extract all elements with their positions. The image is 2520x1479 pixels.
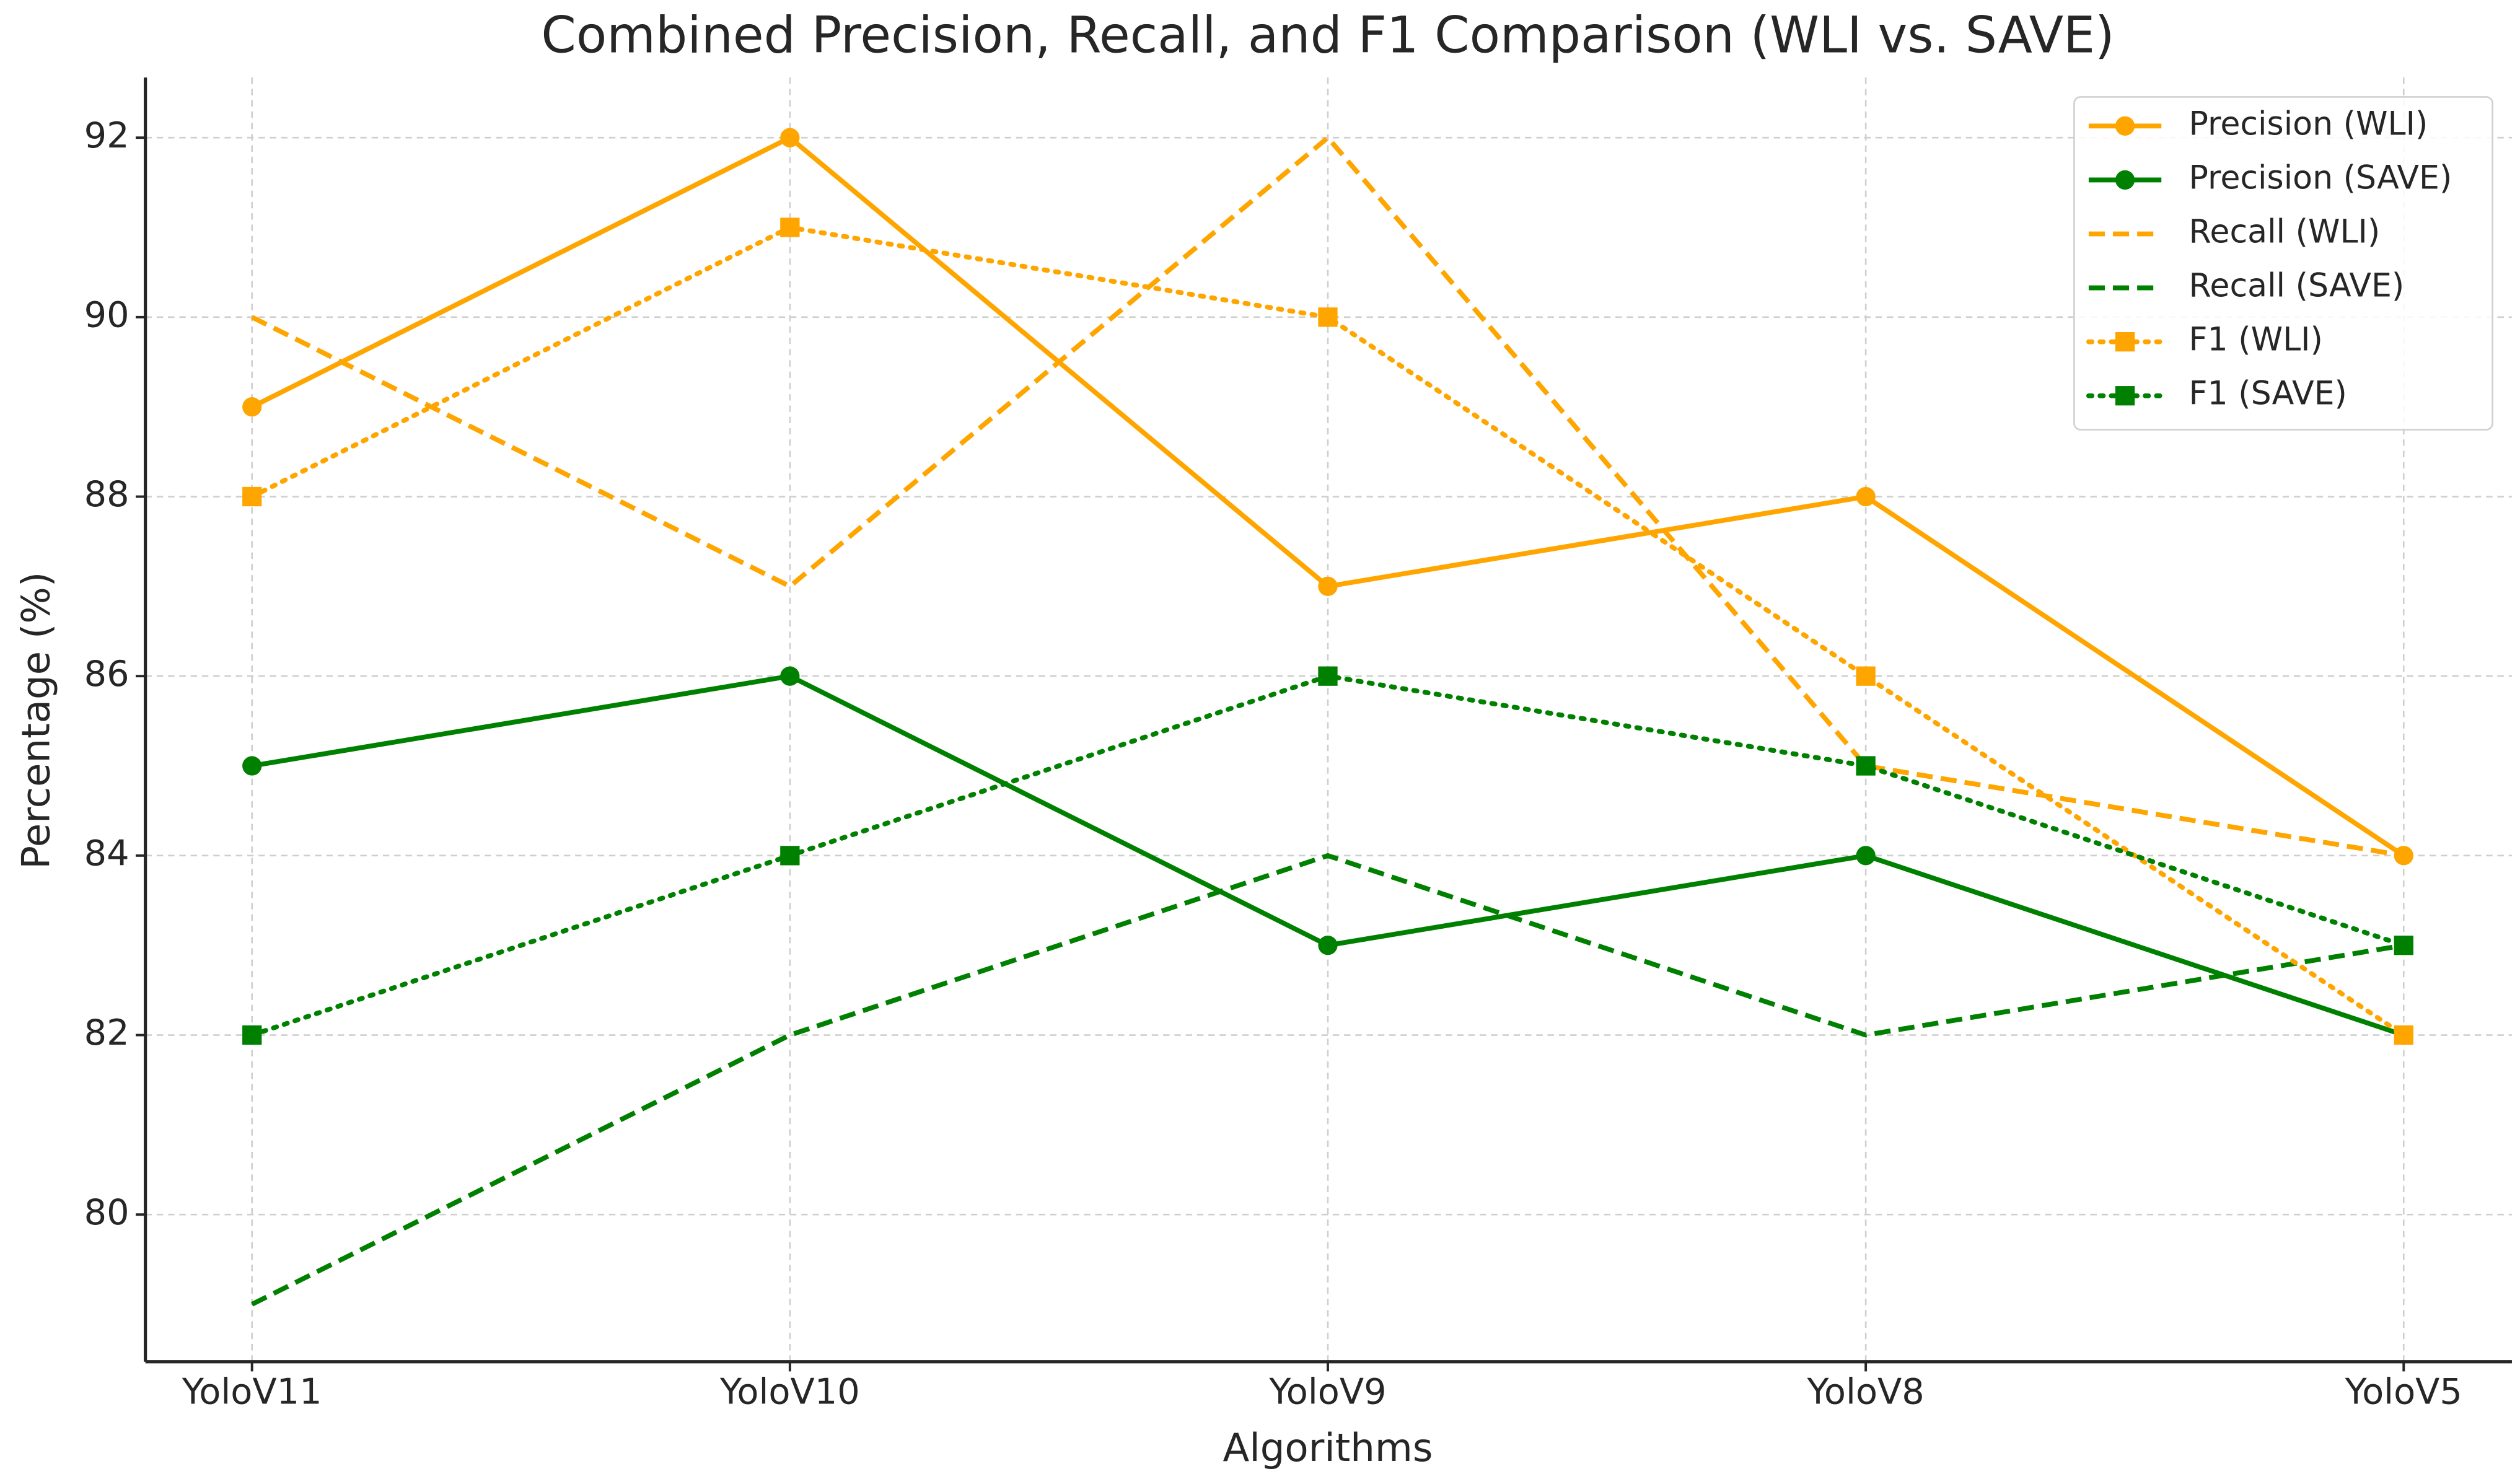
legend-marker bbox=[2115, 386, 2135, 406]
y-tick-label: 82 bbox=[84, 1012, 130, 1053]
legend-label: F1 (WLI) bbox=[2189, 322, 2323, 359]
point-marker bbox=[1856, 756, 1876, 776]
legend-label: F1 (SAVE) bbox=[2189, 375, 2347, 413]
legend-marker bbox=[2115, 116, 2135, 136]
chart-title: Combined Precision, Recall, and F1 Compa… bbox=[541, 7, 2114, 65]
legend-marker bbox=[2115, 332, 2135, 352]
y-tick-label: 80 bbox=[84, 1192, 130, 1233]
y-axis-label: Percentage (%) bbox=[14, 572, 59, 869]
y-tick-label: 92 bbox=[84, 115, 130, 156]
x-tick-label: YoloV9 bbox=[1268, 1371, 1386, 1412]
point-marker bbox=[242, 756, 262, 776]
series-line bbox=[250, 853, 2404, 1307]
point-marker bbox=[1318, 307, 1338, 327]
point-marker bbox=[1318, 666, 1338, 686]
point-marker bbox=[780, 846, 800, 866]
point-marker bbox=[1856, 666, 1876, 686]
x-tick-label: YoloV5 bbox=[2345, 1371, 2462, 1412]
legend-label: Precision (SAVE) bbox=[2189, 159, 2452, 196]
point-marker bbox=[242, 1025, 262, 1045]
x-tick-label: YoloV11 bbox=[182, 1371, 322, 1412]
x-axis-label: Algorithms bbox=[1223, 1425, 1433, 1470]
legend: Precision (WLI) Precision (SAVE) Recall (W… bbox=[2073, 96, 2493, 431]
point-marker bbox=[1318, 576, 1338, 596]
point-marker bbox=[1856, 846, 1876, 866]
point-marker bbox=[780, 217, 800, 237]
point-marker bbox=[780, 666, 800, 686]
x-tick-label: YoloV10 bbox=[719, 1371, 860, 1412]
y-tick-label: 90 bbox=[84, 294, 130, 335]
point-marker bbox=[242, 397, 262, 417]
point-marker bbox=[2394, 1025, 2413, 1045]
y-tick-label: 88 bbox=[84, 473, 130, 515]
legend-label: Recall (WLI) bbox=[2189, 213, 2381, 250]
point-marker bbox=[780, 128, 800, 147]
y-tick-label: 84 bbox=[84, 832, 130, 874]
point-marker bbox=[1318, 936, 1338, 955]
series-line bbox=[250, 134, 2404, 858]
legend-label: Recall (SAVE) bbox=[2189, 268, 2405, 305]
point-marker bbox=[1856, 486, 1876, 507]
legend-marker bbox=[2115, 170, 2135, 190]
legend-label: Precision (WLI) bbox=[2189, 105, 2428, 143]
point-marker bbox=[242, 486, 262, 507]
x-tick-label: YoloV8 bbox=[1807, 1371, 1925, 1412]
legend-box bbox=[2073, 96, 2493, 431]
y-tick-label: 86 bbox=[84, 653, 130, 695]
point-marker bbox=[2394, 936, 2413, 955]
